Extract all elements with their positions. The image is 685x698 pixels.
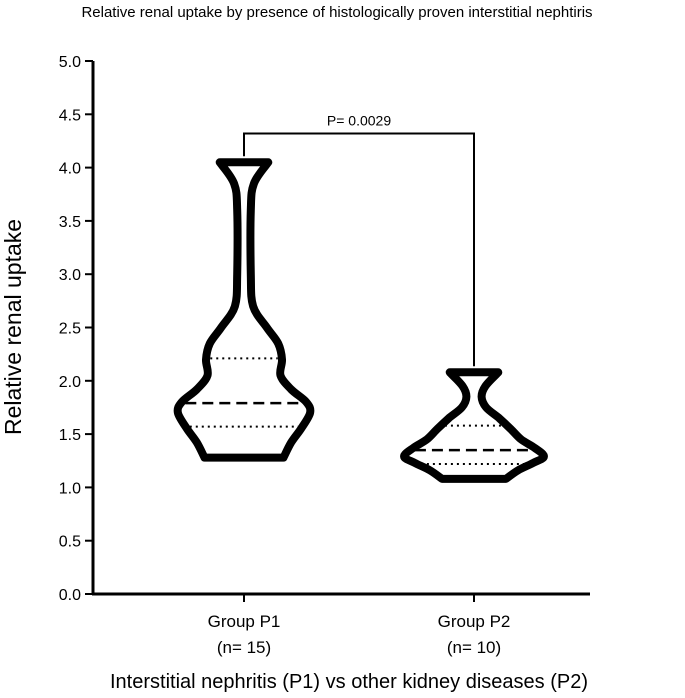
- x-tick-label: Group P1: [208, 612, 281, 631]
- x-tick-label: Group P2: [438, 612, 511, 631]
- y-tick-label: 3.0: [59, 267, 81, 284]
- y-tick-label: 2.0: [59, 374, 81, 391]
- y-tick-label: 3.5: [59, 214, 81, 231]
- sample-size-label: (n= 15): [217, 638, 271, 657]
- sample-size-label: (n= 10): [447, 638, 501, 657]
- y-tick-label: 1.5: [59, 427, 81, 444]
- y-axis-label: Relative renal uptake: [0, 219, 26, 435]
- y-tick-label: 0.5: [59, 534, 81, 551]
- violins: [173, 158, 548, 483]
- violin-1: [173, 158, 315, 462]
- violin-outline: [173, 158, 315, 462]
- violin-2: [400, 368, 548, 483]
- y-tick-label: 2.5: [59, 321, 81, 338]
- violin-outline: [400, 368, 548, 483]
- significance-bracket: [243, 132, 475, 367]
- significance-annotation: P= 0.0029: [243, 112, 475, 367]
- y-tick-label: 4.0: [59, 161, 81, 178]
- y-tick-label: 0.0: [59, 587, 81, 604]
- chart-title: Relative renal uptake by presence of his…: [81, 4, 592, 21]
- x-axis-label: Interstitial nephritis (P1) vs other kid…: [110, 671, 588, 693]
- y-tick-label: 5.0: [59, 54, 81, 71]
- axes: 0.0 0.5 1.0 1.5 2.0 2.5 3.0 3.5 4.0 4.5 5.0 Group P…: [59, 54, 590, 657]
- y-tick-label: 1.0: [59, 480, 81, 497]
- p-value-label: P= 0.0029: [327, 112, 391, 128]
- y-tick-label: 4.5: [59, 107, 81, 124]
